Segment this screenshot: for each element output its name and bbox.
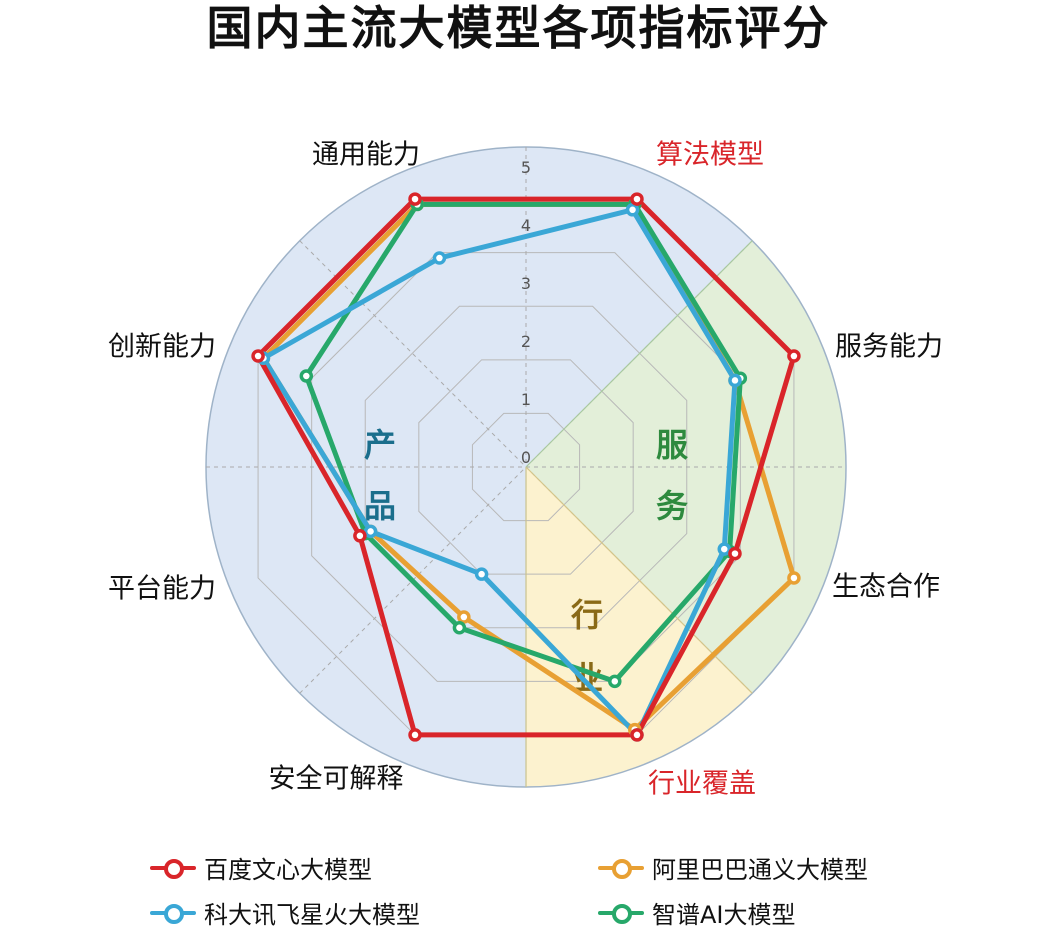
data-point bbox=[299, 369, 314, 383]
data-point bbox=[452, 621, 467, 635]
data-point bbox=[728, 546, 742, 561]
data-point bbox=[630, 728, 644, 742]
region-label-industry: 行 bbox=[571, 596, 603, 634]
data-point bbox=[353, 529, 367, 543]
legend-marker bbox=[598, 858, 644, 879]
axis-label: 安全可解释 bbox=[269, 764, 404, 795]
axis-label: 行业覆盖 bbox=[648, 769, 756, 800]
data-point bbox=[251, 349, 265, 363]
legend-label: 科大讯飞星火大模型 bbox=[204, 901, 420, 929]
data-point bbox=[787, 571, 801, 585]
region-label-product: 产 bbox=[364, 426, 396, 464]
data-point bbox=[630, 192, 644, 206]
tick-label: 5 bbox=[521, 158, 531, 177]
legend-item: 智谱AI大模型 bbox=[598, 895, 796, 930]
grid-ring bbox=[471, 412, 581, 522]
data-point bbox=[474, 567, 489, 581]
tick-label: 2 bbox=[521, 332, 531, 351]
chart-title: 国内主流大模型各项指标评分 bbox=[206, 1, 831, 55]
tick-label: 3 bbox=[521, 274, 531, 293]
legend-marker bbox=[598, 903, 644, 924]
data-point bbox=[408, 728, 422, 742]
legend-item: 阿里巴巴通义大模型 bbox=[598, 850, 868, 885]
region-industry-sector bbox=[526, 467, 753, 788]
axis-label: 平台能力 bbox=[108, 574, 216, 605]
legend-label: 智谱AI大模型 bbox=[652, 901, 796, 929]
axis-label: 通用能力 bbox=[312, 140, 420, 171]
data-point bbox=[717, 542, 732, 556]
legend-label: 阿里巴巴通义大模型 bbox=[652, 856, 868, 884]
legend-item: 百度文心大模型 bbox=[150, 850, 372, 885]
grid-ring bbox=[311, 252, 741, 682]
data-point bbox=[608, 674, 622, 689]
legend-marker bbox=[150, 903, 196, 924]
data-point bbox=[457, 610, 471, 624]
tick-label: 0 bbox=[521, 448, 531, 467]
legend-label: 百度文心大模型 bbox=[204, 856, 372, 884]
data-point bbox=[728, 373, 742, 388]
region-label-product: 品 bbox=[364, 487, 396, 525]
legend-item: 科大讯飞星火大模型 bbox=[150, 895, 420, 930]
axis-label: 算法模型 bbox=[656, 140, 764, 171]
legend-marker bbox=[150, 858, 196, 879]
axis-label: 服务能力 bbox=[835, 332, 943, 363]
region-label-service: 务 bbox=[656, 487, 688, 525]
data-point bbox=[363, 524, 378, 539]
tick-label: 4 bbox=[521, 216, 531, 235]
axis-label: 生态合作 bbox=[832, 572, 940, 603]
axis-label: 创新能力 bbox=[108, 332, 216, 363]
data-point bbox=[408, 192, 422, 206]
data-point bbox=[787, 349, 801, 363]
data-point bbox=[432, 251, 447, 265]
region-label-service: 服 bbox=[656, 426, 688, 464]
tick-label: 1 bbox=[521, 390, 531, 409]
data-point bbox=[625, 203, 640, 217]
